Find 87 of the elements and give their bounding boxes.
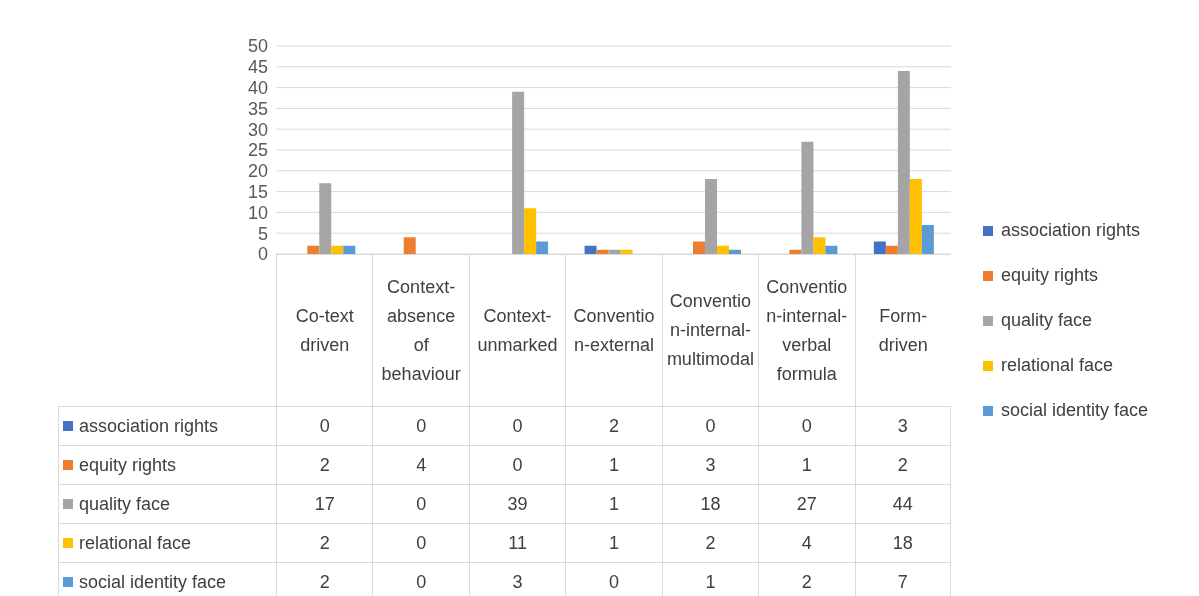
bar	[403, 237, 416, 254]
data-label: 44	[854, 484, 951, 523]
bar	[536, 241, 549, 254]
text: quality face	[79, 493, 171, 514]
data-label: 18	[661, 484, 759, 523]
y-tick-label: 5	[257, 223, 268, 244]
y-tick-label: 40	[247, 77, 268, 98]
data-label: 2	[276, 562, 373, 596]
bar	[596, 249, 609, 254]
bar	[825, 245, 838, 254]
y-tick-label: 10	[247, 202, 268, 223]
data-label: 1	[565, 445, 662, 484]
y-tick-label: 50	[247, 36, 268, 57]
bar	[801, 141, 814, 254]
bar	[717, 245, 729, 254]
data-label: 2	[758, 562, 855, 596]
legend-label: equity rights	[1000, 264, 1100, 287]
data-label: 39	[468, 484, 566, 523]
data-label: 0	[758, 406, 855, 445]
bar	[873, 241, 886, 254]
data-label: 1	[565, 523, 662, 562]
data-label: 2	[565, 406, 662, 445]
text: equity rights	[79, 454, 177, 475]
bar	[620, 249, 633, 254]
data-label: 0	[372, 523, 469, 562]
data-label: 0	[565, 562, 662, 596]
data-label: 1	[758, 445, 855, 484]
y-tick-label: 45	[247, 57, 268, 78]
y-tick-label: 35	[247, 98, 268, 119]
x-tick-label: Convention-internal-verbal formula	[758, 254, 855, 406]
bar	[789, 249, 802, 254]
bar	[608, 249, 621, 254]
bar	[705, 179, 717, 254]
bar	[885, 245, 898, 254]
data-label: 0	[661, 406, 759, 445]
legend-label: quality face	[1000, 309, 1094, 332]
y-tick-label: 30	[247, 119, 268, 140]
bar	[729, 249, 741, 254]
bar	[343, 245, 356, 254]
x-tick-label: Form-driven	[854, 254, 951, 406]
bar	[584, 245, 597, 254]
data-label: 0	[372, 406, 469, 445]
bar	[909, 179, 922, 254]
bar	[307, 245, 320, 254]
data-label: 17	[276, 484, 373, 523]
y-tick-label: 20	[247, 161, 268, 182]
x-tick-label: Convention-internal-multimodal	[661, 254, 759, 406]
text: social identity face	[79, 571, 227, 592]
data-label: 4	[758, 523, 855, 562]
data-label: 27	[758, 484, 855, 523]
bar	[693, 241, 705, 254]
text: relational face	[79, 532, 192, 553]
data-label: 0	[468, 445, 566, 484]
legend-label: relational face	[1000, 354, 1115, 377]
data-label: 18	[854, 523, 951, 562]
data-label: 2	[854, 445, 951, 484]
bar	[921, 224, 934, 254]
bar	[813, 237, 826, 254]
data-label: 3	[468, 562, 566, 596]
legend-label: social identity face	[1000, 399, 1149, 422]
y-tick-label: 25	[247, 140, 268, 161]
data-label: 1	[565, 484, 662, 523]
data-label: 2	[276, 445, 373, 484]
data-label: 3	[854, 406, 951, 445]
data-label: 1	[661, 562, 759, 596]
x-tick-label: Convention-external	[565, 254, 662, 406]
bar	[524, 208, 537, 254]
data-label: 0	[372, 484, 469, 523]
bar	[331, 245, 344, 254]
legend-label: association rights	[1000, 219, 1142, 242]
bar	[897, 70, 910, 254]
x-tick-label: Co-text driven	[276, 254, 373, 406]
x-tick-label: Context-unmarked	[468, 254, 566, 406]
data-label: 4	[372, 445, 469, 484]
x-tick-label: Context-absence of behaviour	[372, 254, 469, 406]
data-label: 0	[372, 562, 469, 596]
data-label: 11	[468, 523, 566, 562]
text: association rights	[79, 415, 219, 436]
data-label: 0	[468, 406, 566, 445]
data-label: 7	[854, 562, 951, 596]
data-label: 3	[661, 445, 759, 484]
data-label: 2	[661, 523, 759, 562]
y-tick-label: 15	[247, 181, 268, 202]
data-label: 2	[276, 523, 373, 562]
bar	[512, 91, 525, 254]
bar	[319, 183, 332, 254]
y-tick-label: 0	[257, 244, 268, 265]
